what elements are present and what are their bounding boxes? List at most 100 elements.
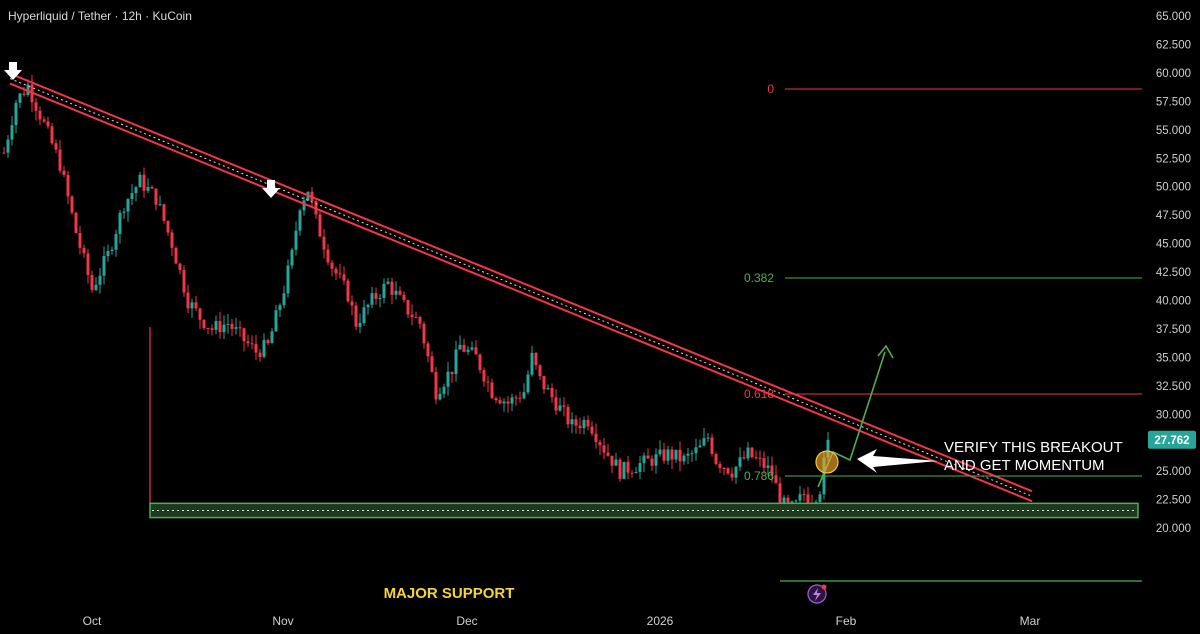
candles-layer bbox=[2, 74, 830, 517]
candle-body bbox=[758, 457, 762, 459]
candle-body bbox=[134, 187, 138, 194]
candle-body bbox=[574, 419, 578, 426]
candle-body bbox=[358, 322, 362, 327]
candle-body bbox=[710, 437, 714, 455]
candle-body bbox=[162, 204, 166, 221]
candle-body bbox=[422, 323, 426, 344]
candle-body bbox=[522, 392, 526, 399]
candle-body bbox=[542, 376, 546, 390]
candle-body bbox=[494, 398, 498, 401]
candle-body bbox=[798, 494, 802, 501]
lightning-icon bbox=[813, 588, 821, 601]
candle-body bbox=[330, 262, 334, 269]
fib-label: 0.786 bbox=[744, 469, 774, 483]
touch-arrow-icon bbox=[262, 180, 280, 198]
candle-body bbox=[46, 121, 50, 127]
symbol-header[interactable]: Hyperliquid / Tether · 12h · KuCoin bbox=[8, 9, 192, 23]
candle-body bbox=[658, 449, 662, 455]
candle-body bbox=[438, 393, 442, 400]
candle-body bbox=[178, 263, 182, 271]
fib-label: 0.618 bbox=[744, 387, 774, 401]
y-tick-label: 42.500 bbox=[1156, 267, 1191, 279]
resistance-midline bbox=[9, 78, 1033, 497]
candle-body bbox=[426, 343, 430, 357]
candle-body bbox=[202, 319, 206, 329]
candle-body bbox=[82, 247, 86, 254]
candle-body bbox=[94, 284, 98, 290]
candle-body bbox=[174, 247, 178, 264]
x-tick-label: 2026 bbox=[647, 614, 674, 628]
candle-body bbox=[502, 401, 506, 404]
candle-body bbox=[230, 323, 234, 329]
candle-body bbox=[474, 347, 478, 355]
candle-body bbox=[638, 463, 642, 473]
candle-body bbox=[418, 317, 422, 324]
candle-body bbox=[242, 328, 246, 342]
x-tick-label: Mar bbox=[1020, 614, 1041, 628]
candle-body bbox=[826, 439, 830, 458]
candle-body bbox=[762, 458, 766, 468]
candle-body bbox=[186, 292, 190, 309]
candle-body bbox=[366, 304, 370, 308]
candle-body bbox=[182, 270, 186, 293]
y-tick-label: 40.000 bbox=[1156, 296, 1191, 308]
candle-body bbox=[466, 349, 470, 352]
candle-body bbox=[454, 349, 458, 375]
candle-body bbox=[646, 455, 650, 459]
price-axis[interactable]: 65.000 62.500 60.000 57.500 55.000 52.500 50.0… bbox=[1148, 11, 1196, 535]
candle-body bbox=[114, 233, 118, 250]
last-price-label: 27.762 bbox=[1154, 435, 1189, 447]
candle-body bbox=[282, 293, 286, 306]
candle-body bbox=[742, 457, 746, 459]
candle-body bbox=[154, 188, 158, 205]
candle-body bbox=[794, 500, 798, 502]
candle-body bbox=[602, 445, 606, 453]
candle-body bbox=[470, 347, 474, 350]
candle-body bbox=[806, 494, 810, 504]
candle-body bbox=[362, 307, 366, 323]
candle-body bbox=[74, 212, 78, 234]
candle-body bbox=[398, 290, 402, 295]
candle-body bbox=[506, 401, 510, 404]
candle-body bbox=[262, 340, 266, 357]
candle-body bbox=[654, 454, 658, 466]
annotation-text: AND GET MOMENTUM bbox=[944, 457, 1105, 474]
candle-body bbox=[14, 102, 18, 126]
candle-body bbox=[406, 300, 410, 315]
time-axis[interactable]: Oct Nov Dec 2026 Feb Mar bbox=[83, 614, 1041, 628]
candle-body bbox=[302, 200, 306, 211]
candle-body bbox=[158, 204, 162, 206]
candle-body bbox=[482, 369, 486, 382]
candle-body bbox=[774, 475, 778, 484]
candle-body bbox=[370, 293, 374, 305]
candle-body bbox=[6, 139, 10, 153]
y-tick-label: 22.500 bbox=[1156, 495, 1191, 507]
breakout-circle bbox=[815, 450, 839, 474]
candle-body bbox=[434, 371, 438, 400]
candle-body bbox=[766, 465, 770, 468]
candle-body bbox=[378, 297, 382, 299]
fib-label: 0 bbox=[767, 82, 774, 96]
candle-body bbox=[190, 302, 194, 309]
candle-body bbox=[354, 305, 358, 327]
candle-body bbox=[66, 174, 70, 197]
candle-body bbox=[210, 328, 214, 330]
candle-body bbox=[642, 455, 646, 464]
candle-body bbox=[54, 143, 58, 150]
candle-body bbox=[590, 426, 594, 434]
candle-body bbox=[738, 457, 742, 467]
candle-body bbox=[130, 193, 134, 200]
candle-body bbox=[734, 466, 738, 478]
resistance-lower-line bbox=[9, 82, 1033, 503]
candle-body bbox=[718, 463, 722, 468]
y-tick-label: 65.000 bbox=[1156, 11, 1191, 23]
candle-body bbox=[2, 152, 6, 154]
y-tick-label: 32.500 bbox=[1156, 381, 1191, 393]
candle-body bbox=[142, 174, 146, 191]
candle-body bbox=[750, 447, 754, 458]
candle-body bbox=[166, 220, 170, 233]
candle-body bbox=[238, 327, 242, 329]
candle-body bbox=[566, 406, 570, 425]
x-tick-label: Dec bbox=[456, 614, 477, 628]
